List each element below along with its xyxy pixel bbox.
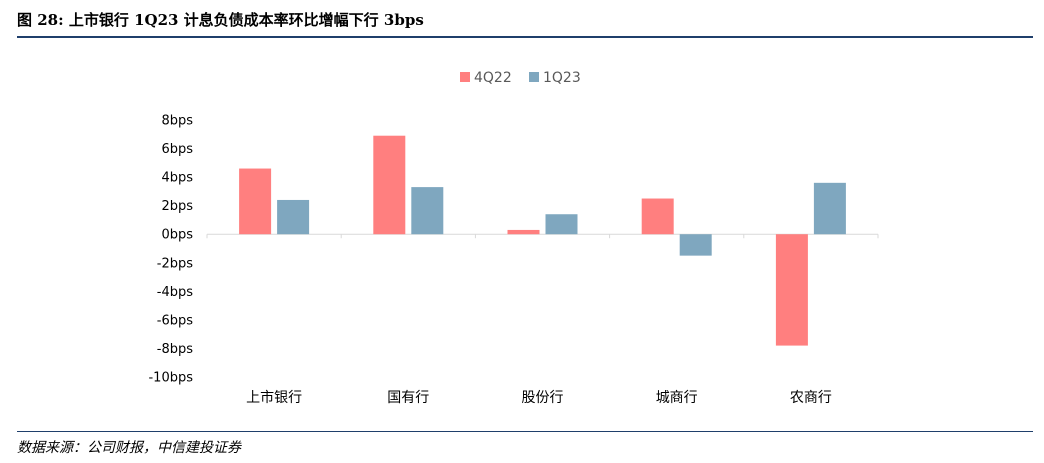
y-tick-label: -6bps [157, 313, 193, 328]
bars [239, 135, 846, 346]
x-tick-label: 国有行 [387, 390, 429, 406]
y-tick-label: -4bps [157, 285, 193, 300]
figure-title: 图 28: 上市银行 1Q23 计息负债成本率环比增幅下行 3bps [17, 11, 424, 29]
y-tick-label: 0bps [161, 228, 193, 243]
title-divider [17, 36, 1033, 38]
legend-swatch [460, 72, 470, 82]
bar-1q23-1 [277, 199, 310, 235]
bar-1q23-5 [813, 182, 846, 235]
source-divider [17, 431, 1033, 432]
y-tick-label: -8bps [157, 342, 193, 357]
legend-label: 4Q22 [474, 70, 512, 86]
y-tick-label: -2bps [157, 256, 193, 271]
bar-4q22-4 [641, 198, 674, 235]
bar-1q23-2 [411, 187, 444, 235]
y-tick-label: 2bps [161, 199, 193, 214]
legend: 4Q22 1Q23 [460, 70, 581, 86]
bar-4q22-5 [775, 234, 808, 346]
x-tick-label: 股份行 [522, 390, 564, 406]
x-tick-label: 上市银行 [246, 389, 302, 406]
bar-4q22-1 [239, 168, 272, 235]
bar-1q23-4 [679, 234, 712, 256]
y-tick-label: 4bps [161, 171, 193, 186]
x-tick-label: 农商行 [790, 390, 832, 406]
source-note: 数据来源：公司财报，中信建投证券 [17, 440, 241, 456]
y-tick-label: 6bps [161, 142, 193, 157]
legend-label: 1Q23 [543, 70, 581, 86]
y-axis: 8bps 6bps 4bps 2bps 0bps -2bps -4bps -6bps -8bps… [148, 114, 193, 386]
y-tick-label: -10bps [148, 371, 193, 386]
x-tick-label: 城商行 [656, 390, 698, 406]
bar-4q22-2 [373, 135, 406, 235]
y-tick-label: 8bps [161, 114, 193, 129]
x-axis: 上市银行 国有行 股份行 城商行 农商行 [206, 233, 879, 406]
bar-1q23-3 [545, 214, 578, 235]
legend-swatch [529, 72, 539, 82]
bar-4q22-3 [507, 229, 540, 235]
